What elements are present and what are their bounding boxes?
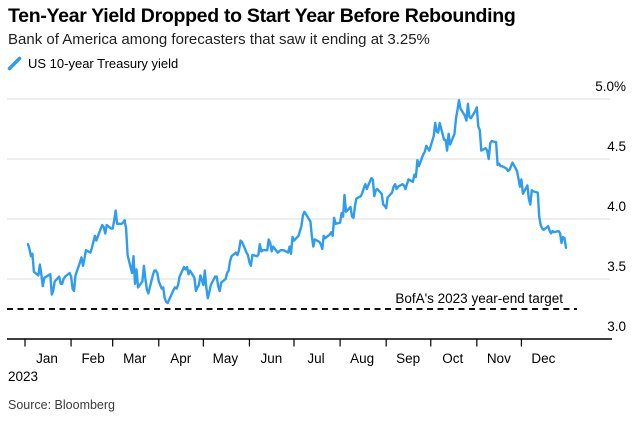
x-tick-label: Jan xyxy=(36,351,58,366)
y-tick-label: 3.5 xyxy=(607,259,626,274)
x-axis-year-label: 2023 xyxy=(8,369,38,384)
x-tick-label: May xyxy=(213,351,239,366)
chart-title: Ten-Year Yield Dropped to Start Year Bef… xyxy=(8,5,516,27)
x-tick-label: Apr xyxy=(170,351,192,366)
yield-line xyxy=(26,99,568,305)
source-note: Source: Bloomberg xyxy=(8,398,116,412)
x-tick-label: Feb xyxy=(81,351,104,366)
y-tick-label: 4.0 xyxy=(607,199,626,214)
legend-slash-stroke xyxy=(7,56,22,71)
legend: US 10-year Treasury yield xyxy=(6,55,178,72)
x-tick-label: Oct xyxy=(442,351,463,366)
chart-subtitle: Bank of America among forecasters that s… xyxy=(8,31,430,48)
target-annotation: BofA's 2023 year-end target xyxy=(395,291,563,306)
legend-label: US 10-year Treasury yield xyxy=(28,56,179,71)
y-tick-label: 5.0% xyxy=(595,79,626,94)
x-tick-label: Dec xyxy=(531,351,555,366)
y-tick-label: 3.0 xyxy=(607,319,626,334)
x-tick-label: Mar xyxy=(123,351,147,366)
x-tick-label: Jul xyxy=(307,351,324,366)
x-tick-label: Aug xyxy=(350,351,374,366)
y-tick-label: 4.5 xyxy=(607,139,626,154)
x-tick-label: Jun xyxy=(261,351,283,366)
yield-chart: 5.0% 4.5 4.0 3.5 3.0 Jan Feb Mar Apr May Jun Jul Aug… xyxy=(7,79,626,384)
x-tick-label: Nov xyxy=(487,351,511,366)
x-tick-label: Sep xyxy=(396,351,420,366)
line-series-icon xyxy=(7,56,22,71)
